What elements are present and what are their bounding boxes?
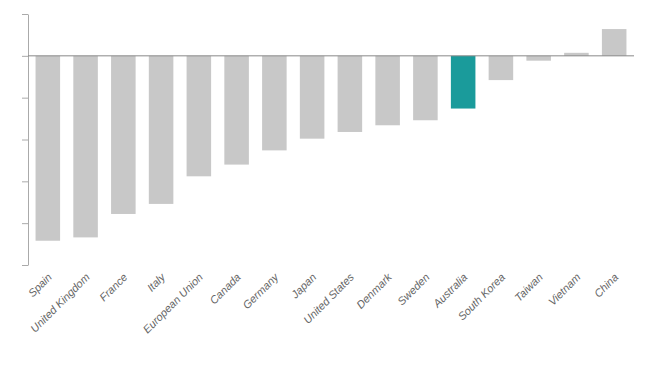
x-tick-label: Sweden (395, 271, 432, 308)
y-axis (22, 15, 29, 266)
x-tick: Canada (207, 271, 243, 307)
x-tick: Denmark (354, 270, 394, 310)
y-tick (22, 223, 28, 224)
x-tick-label: Japan (288, 271, 318, 301)
x-tick: Japan (288, 271, 318, 301)
y-tick (22, 181, 28, 182)
chart: SpainUnited KingdomFrance ItalyEuropean U… (0, 0, 650, 365)
x-tick-label: France (97, 271, 130, 304)
bar (300, 56, 325, 139)
y-tick-mark (22, 181, 28, 182)
x-tick: Sweden (395, 271, 432, 308)
x-tick-label: United Kingdom (28, 271, 92, 335)
bar (489, 56, 514, 80)
y-axis-line (28, 15, 29, 266)
x-tick: Italy (145, 270, 169, 294)
x-tick: Australia (430, 271, 469, 310)
x-tick: United Kingdom (28, 271, 92, 335)
bar (526, 56, 551, 61)
y-tick (22, 14, 28, 15)
y-tick (22, 56, 28, 57)
x-tick-label: Canada (207, 271, 243, 307)
bar (111, 56, 136, 214)
y-tick-mark (22, 98, 28, 99)
x-tick: European Union (140, 271, 205, 336)
x-tick-label: Germany (240, 270, 282, 312)
zero-line (28, 55, 634, 56)
bar (262, 56, 287, 151)
y-tick-mark (22, 265, 28, 266)
bar (149, 56, 174, 204)
y-tick-mark (22, 223, 28, 224)
x-tick: Spain (26, 271, 54, 299)
x-tick: China (592, 271, 621, 300)
x-tick-label: Taiwan (512, 271, 545, 304)
x-tick-label: European Union (140, 271, 205, 336)
x-tick-label: Vietnam (546, 271, 583, 308)
y-tick (22, 98, 28, 99)
bars (36, 29, 627, 241)
bar (73, 56, 98, 238)
x-tick: South Korea (455, 271, 507, 323)
bar (451, 56, 476, 109)
plot: SpainUnited KingdomFrance ItalyEuropean U… (22, 15, 634, 336)
y-tick-mark (22, 140, 28, 141)
bar (602, 29, 627, 56)
x-axis: SpainUnited KingdomFrance ItalyEuropean U… (26, 270, 621, 336)
x-tick: United States (301, 270, 357, 326)
x-tick-label: United States (301, 270, 357, 326)
y-tick-mark (22, 56, 28, 57)
bar (413, 56, 438, 120)
bar (36, 56, 61, 241)
x-tick-label: Australia (430, 271, 469, 310)
x-tick-label: Spain (26, 271, 54, 299)
x-tick-label: Denmark (354, 270, 394, 310)
x-tick-label: Italy (145, 270, 169, 294)
bar (187, 56, 212, 176)
bar (375, 56, 400, 125)
x-tick: Taiwan (512, 271, 545, 304)
x-tick: France (97, 271, 130, 304)
y-tick (22, 265, 28, 266)
x-tick: Vietnam (546, 271, 583, 308)
bar (224, 56, 249, 165)
x-tick: Germany (240, 270, 282, 312)
x-tick-label: South Korea (455, 271, 507, 323)
y-tick (22, 140, 28, 141)
x-tick-label: China (592, 271, 621, 300)
bar (338, 56, 363, 132)
y-tick-mark (22, 14, 28, 15)
